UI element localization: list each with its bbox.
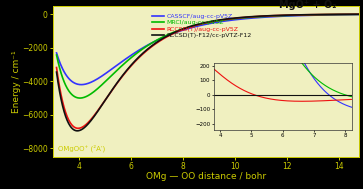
RCCSD(T)/aug-cc-pV5Z	[283, 14, 287, 16]
CASSCF/aug-cc-pV5Z	[357, 13, 362, 16]
MRCI/aug-cc-pV5Z	[192, 25, 196, 27]
RCCSD(T)/aug-cc-pV5Z	[257, 15, 261, 18]
CASSCF/aug-cc-pV5Z	[283, 15, 287, 17]
RCCSD(T)/aug-cc-pV5Z	[76, 127, 81, 129]
CASSCF/aug-cc-pV5Z	[54, 52, 59, 54]
RCCSD(T)/aug-cc-pV5Z	[133, 61, 137, 63]
RCCSD(T)-F12/cc-pVTZ-F12	[109, 91, 113, 93]
RCCSD(T)-F12/cc-pVTZ-F12	[283, 14, 287, 16]
CASSCF/aug-cc-pV5Z	[192, 26, 196, 28]
Text: OMgOO⁺ (²A′): OMgOO⁺ (²A′)	[58, 144, 105, 152]
Line: RCCSD(T)/aug-cc-pV5Z: RCCSD(T)/aug-cc-pV5Z	[57, 14, 359, 128]
Line: CASSCF/aug-cc-pV5Z: CASSCF/aug-cc-pV5Z	[57, 15, 359, 85]
RCCSD(T)-F12/cc-pVTZ-F12	[257, 15, 261, 17]
RCCSD(T)/aug-cc-pV5Z	[357, 13, 362, 15]
MRCI/aug-cc-pV5Z	[357, 13, 362, 15]
RCCSD(T)-F12/cc-pVTZ-F12	[233, 17, 238, 19]
CASSCF/aug-cc-pV5Z	[133, 52, 137, 54]
MRCI/aug-cc-pV5Z	[54, 54, 59, 56]
Legend: CASSCF/aug-cc-pV5Z, MRCI/aug-cc-pV5Z, RCCSD(T)/aug-cc-pV5Z, RCCSD(T)-F12/cc-pVTZ: CASSCF/aug-cc-pV5Z, MRCI/aug-cc-pV5Z, RC…	[152, 13, 252, 38]
CASSCF/aug-cc-pV5Z	[109, 69, 113, 71]
RCCSD(T)/aug-cc-pV5Z	[192, 25, 196, 27]
MRCI/aug-cc-pV5Z	[109, 75, 113, 77]
Y-axis label: Energy / cm⁻¹: Energy / cm⁻¹	[12, 50, 21, 113]
RCCSD(T)/aug-cc-pV5Z	[54, 66, 59, 69]
RCCSD(T)-F12/cc-pVTZ-F12	[192, 24, 196, 26]
RCCSD(T)/aug-cc-pV5Z	[109, 91, 113, 93]
CASSCF/aug-cc-pV5Z	[79, 84, 83, 86]
MRCI/aug-cc-pV5Z	[233, 18, 238, 20]
Text: MgO⁺ + O₂: MgO⁺ + O₂	[279, 0, 336, 10]
MRCI/aug-cc-pV5Z	[283, 14, 287, 17]
RCCSD(T)-F12/cc-pVTZ-F12	[54, 71, 59, 73]
MRCI/aug-cc-pV5Z	[133, 53, 137, 56]
RCCSD(T)-F12/cc-pVTZ-F12	[357, 13, 362, 15]
CASSCF/aug-cc-pV5Z	[257, 16, 261, 19]
Line: MRCI/aug-cc-pV5Z: MRCI/aug-cc-pV5Z	[57, 14, 359, 98]
MRCI/aug-cc-pV5Z	[257, 15, 261, 18]
Line: RCCSD(T)-F12/cc-pVTZ-F12: RCCSD(T)-F12/cc-pVTZ-F12	[57, 14, 359, 131]
CASSCF/aug-cc-pV5Z	[233, 19, 238, 21]
RCCSD(T)/aug-cc-pV5Z	[233, 17, 238, 19]
X-axis label: OMg — OO distance / bohr: OMg — OO distance / bohr	[146, 172, 266, 181]
RCCSD(T)-F12/cc-pVTZ-F12	[75, 130, 79, 132]
RCCSD(T)-F12/cc-pVTZ-F12	[133, 60, 137, 62]
MRCI/aug-cc-pV5Z	[78, 97, 82, 99]
